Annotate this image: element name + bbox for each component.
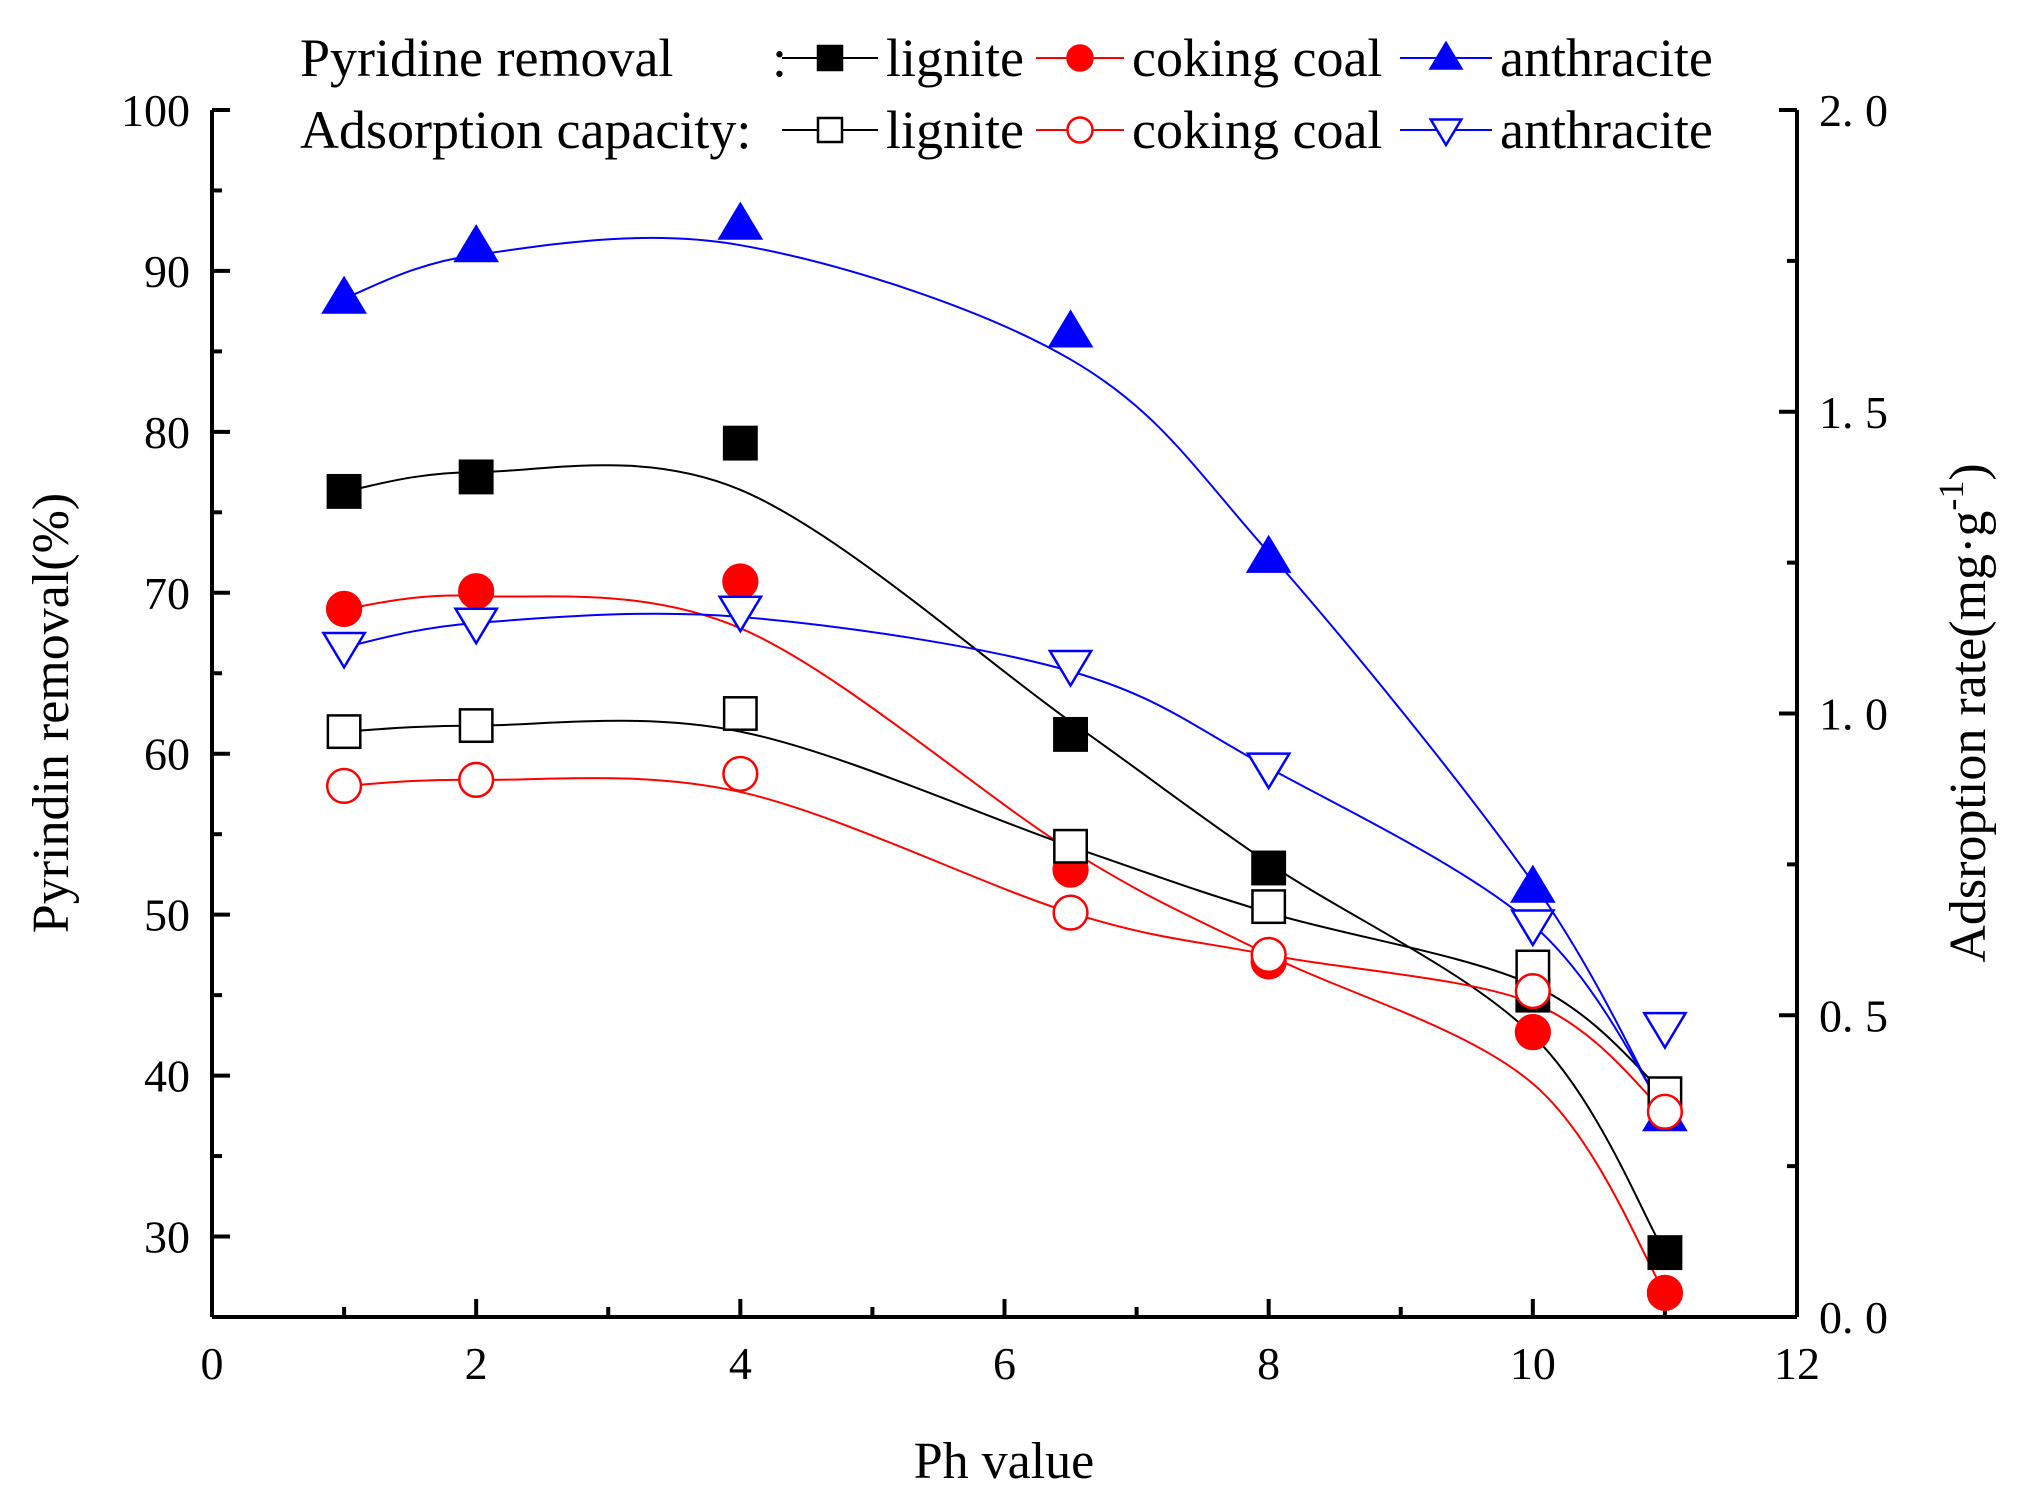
x-tick-label: 6 — [993, 1338, 1016, 1389]
data-point — [717, 201, 764, 240]
data-point — [1646, 1093, 1684, 1130]
legend-marker-sample — [1066, 44, 1094, 72]
legend-marker-sample — [816, 44, 844, 72]
y-right-tick-label: 2. 0 — [1819, 85, 1888, 136]
data-point — [1052, 894, 1089, 931]
fit-curve-1 — [343, 594, 1666, 1294]
legend-row1-anthracite-label: anthracite — [1500, 28, 1713, 88]
legend-marker-sample — [1428, 118, 1464, 148]
x-tick-label: 2 — [465, 1338, 488, 1389]
data-markers — [321, 201, 1688, 1311]
y-right-tick-label: 0. 0 — [1819, 1292, 1888, 1343]
data-point — [1642, 1011, 1688, 1050]
data-point — [1251, 850, 1287, 886]
legend-row2-coking-coal-label: coking coal — [1132, 100, 1382, 160]
data-point — [321, 275, 367, 314]
data-point — [722, 425, 758, 461]
data-point — [1509, 909, 1556, 948]
right-y-axis-title: Adsroption rate(mg·g-1) — [1931, 463, 1997, 962]
fit-curves — [343, 236, 1666, 1294]
data-point — [325, 590, 363, 628]
data-point — [722, 755, 759, 792]
data-point — [325, 767, 363, 805]
x-tick-label: 0 — [201, 1338, 224, 1389]
right-y-axis-title-main: Adsroption rate(mg·g — [1940, 511, 1997, 963]
y-left-tick-label: 80 — [144, 407, 190, 458]
data-point — [1251, 889, 1287, 925]
y-left-tick-label: 90 — [144, 246, 190, 297]
data-point — [1053, 828, 1088, 864]
data-point — [1514, 972, 1551, 1010]
data-point — [722, 696, 758, 731]
data-point — [458, 573, 495, 610]
legend-row2-lignite-label: lignite — [886, 100, 1024, 160]
data-point — [1047, 309, 1094, 348]
legend-row1-title: Pyridine removal — [300, 28, 673, 88]
legend-row1-coking-coal-label: coking coal — [1132, 28, 1382, 88]
axis-ticks: 0 2 4 6 8 10 12 30 40 50 60 70 80 90 100 0. 0 0. 5 1. 0 1.… — [121, 85, 1888, 1389]
data-point — [458, 459, 494, 495]
data-point — [722, 563, 759, 600]
y-right-tick-label: 0. 5 — [1819, 990, 1888, 1041]
right-y-axis-title-superscript: -1 — [1931, 481, 1971, 511]
x-tick-label: 12 — [1774, 1338, 1820, 1389]
legend-marker-sample — [816, 116, 844, 144]
legend-row2-anthracite-label: anthracite — [1500, 100, 1713, 160]
legend-marker-sample — [1066, 116, 1094, 144]
legend-marker-sample — [1428, 40, 1464, 70]
data-point — [1047, 649, 1094, 688]
legend-row1-lignite-label: lignite — [886, 28, 1024, 88]
y-left-tick-label: 30 — [144, 1212, 190, 1263]
y-left-tick-label: 60 — [144, 729, 190, 780]
data-point — [717, 595, 764, 634]
data-point — [1250, 936, 1287, 974]
data-point — [1245, 752, 1292, 791]
data-point — [458, 761, 495, 799]
y-right-tick-label: 1. 0 — [1819, 689, 1888, 740]
x-tick-label: 10 — [1510, 1338, 1556, 1389]
y-right-tick-label: 1. 5 — [1819, 387, 1888, 438]
legend-row2-title: Adsorption capacity: — [300, 100, 751, 160]
data-point — [1509, 864, 1556, 903]
left-y-axis-title: Pyrindin removal(%) — [23, 493, 80, 933]
data-point — [1647, 1235, 1683, 1271]
legend-row1-separator: : — [772, 28, 787, 88]
x-tick-label: 8 — [1257, 1338, 1280, 1389]
y-left-tick-label: 50 — [144, 890, 190, 941]
data-point — [453, 607, 500, 646]
data-point — [326, 473, 362, 509]
y-left-tick-label: 100 — [121, 85, 190, 136]
fit-curve-5 — [343, 612, 1666, 1113]
data-point — [458, 708, 494, 744]
fit-curve-0 — [343, 464, 1666, 1254]
data-point — [1053, 716, 1088, 752]
data-point — [321, 631, 367, 670]
legend: Pyridine removal : Adsorption capacity: … — [300, 28, 1713, 160]
right-y-axis-title-close: ) — [1940, 463, 1997, 480]
legend-samples — [782, 40, 1492, 148]
fit-curve-4 — [344, 777, 1666, 1113]
y-left-tick-label: 40 — [144, 1051, 190, 1102]
data-point — [1514, 1014, 1551, 1051]
fit-curve-3 — [344, 719, 1666, 1095]
y-left-tick-label: 70 — [144, 568, 190, 619]
data-point — [1245, 534, 1292, 573]
x-tick-label: 4 — [729, 1338, 752, 1389]
data-point — [1646, 1274, 1684, 1311]
data-point — [453, 224, 500, 263]
data-point — [326, 714, 362, 750]
x-axis-title: Ph value — [914, 1433, 1095, 1490]
